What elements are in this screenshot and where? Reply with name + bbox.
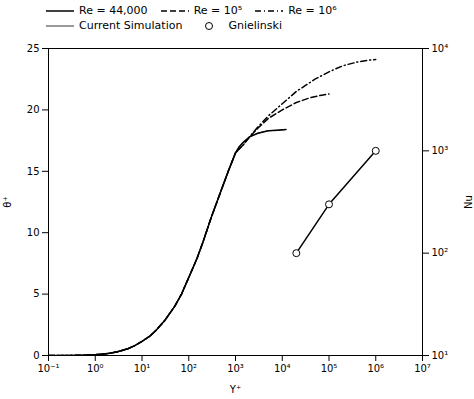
svg-text:10¹: 10¹ — [134, 363, 151, 374]
svg-text:10: 10 — [27, 227, 40, 238]
svg-text:Nu: Nu — [463, 195, 474, 209]
svg-text:10⁰: 10⁰ — [87, 363, 104, 374]
html-text:Re = 10⁵: Re = 10⁵ — [193, 4, 243, 17]
svg-text:θ⁺: θ⁺ — [2, 196, 13, 207]
svg-text:0: 0 — [33, 350, 39, 361]
svg-text:10²: 10² — [180, 363, 197, 374]
svg-text:10⁵: 10⁵ — [321, 363, 338, 374]
svg-text:Y⁺: Y⁺ — [229, 384, 241, 395]
svg-text:15: 15 — [27, 166, 40, 177]
svg-text:10⁴: 10⁴ — [432, 43, 449, 54]
svg-text:10⁷: 10⁷ — [414, 363, 431, 374]
svg-text:25: 25 — [27, 43, 40, 54]
svg-text:20: 20 — [27, 104, 40, 115]
html-text:Re = 44,000: Re = 44,000 — [79, 4, 148, 17]
html-text:Re = 10⁶: Re = 10⁶ — [288, 4, 337, 17]
svg-text:10³: 10³ — [227, 363, 244, 374]
svg-text:5: 5 — [33, 288, 39, 299]
svg-text:10¹: 10¹ — [432, 350, 449, 361]
svg-text:10⁶: 10⁶ — [367, 363, 384, 374]
svg-text:10⁴: 10⁴ — [274, 363, 291, 374]
svg-text:10⁻¹: 10⁻¹ — [37, 363, 59, 374]
html-text:Gnielinski: Gnielinski — [228, 19, 282, 32]
html-text:Current Simulation: Current Simulation — [79, 19, 183, 32]
svg-text:10²: 10² — [432, 247, 449, 258]
svg-text:10³: 10³ — [432, 145, 449, 156]
